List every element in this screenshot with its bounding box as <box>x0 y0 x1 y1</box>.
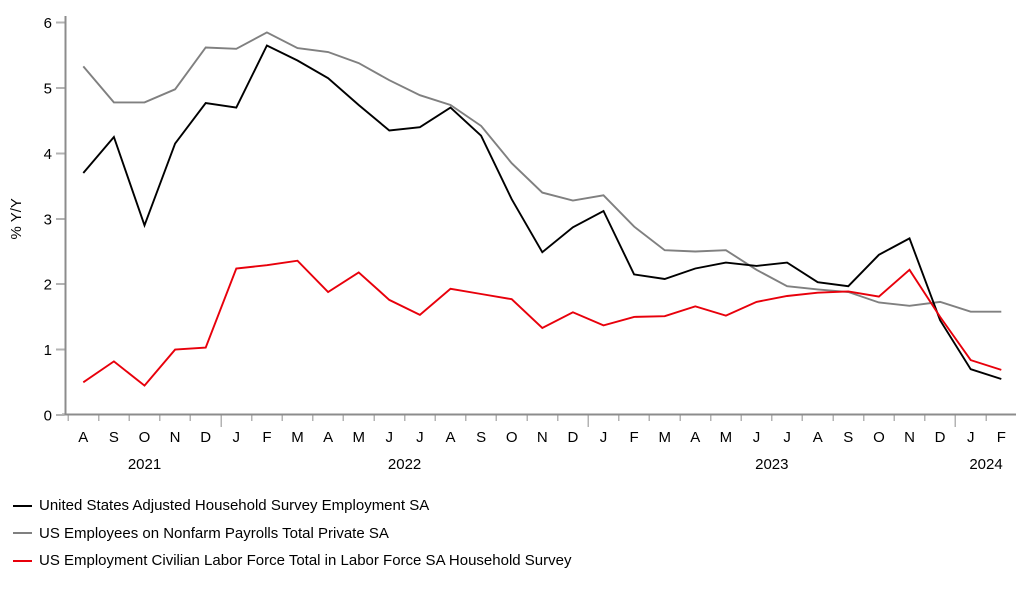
x-month-label: S <box>476 429 486 446</box>
line-chart: 0 1 2 3 4 5 6 A S O N D J F M A M J J A S O N D J F M A M J J A S O N D J F 20… <box>8 15 1016 473</box>
x-month-label: J <box>416 429 424 446</box>
x-month-label: J <box>783 429 791 446</box>
x-month-label: A <box>445 429 455 446</box>
legend: United States Adjusted Household Survey … <box>13 492 571 575</box>
x-year-label: 2021 <box>128 456 161 473</box>
x-month-label: S <box>109 429 119 446</box>
x-month-label: M <box>658 429 671 446</box>
x-month-label: F <box>997 429 1006 446</box>
legend-label: United States Adjusted Household Survey … <box>39 497 430 515</box>
x-month-label: J <box>233 429 241 446</box>
y-tick-label: 2 <box>44 277 52 294</box>
y-axis-title: % Y/Y <box>8 198 25 239</box>
y-tick-label: 3 <box>44 211 52 228</box>
x-month-label: O <box>506 429 518 446</box>
x-month-label: J <box>753 429 761 446</box>
x-month-label: O <box>139 429 151 446</box>
y-tick-label: 4 <box>44 146 52 163</box>
y-tick-label: 6 <box>44 15 52 32</box>
x-month-label: M <box>291 429 304 446</box>
y-tick-label: 1 <box>44 342 52 359</box>
legend-swatch-black-line <box>13 504 32 507</box>
x-month-label: A <box>323 429 333 446</box>
series-line-2 <box>82 259 1002 387</box>
y-tick-label: 0 <box>44 408 52 425</box>
x-month-label: F <box>262 429 271 446</box>
legend-item: United States Adjusted Household Survey … <box>13 492 571 520</box>
x-year-label: 2022 <box>388 456 421 473</box>
x-month-label: M <box>720 429 733 446</box>
x-year-label: 2023 <box>755 456 788 473</box>
x-month-label: J <box>386 429 394 446</box>
x-month-label: N <box>170 429 181 446</box>
x-month-label: A <box>78 429 88 446</box>
x-month-label: N <box>537 429 548 446</box>
legend-label: US Employment Civilian Labor Force Total… <box>39 552 572 570</box>
series-line-0 <box>82 44 1002 380</box>
x-month-label: M <box>352 429 365 446</box>
x-month-label: N <box>904 429 915 446</box>
x-month-label: A <box>813 429 823 446</box>
legend-swatch-red-line <box>13 559 32 562</box>
x-month-label: J <box>967 429 975 446</box>
x-month-label: F <box>630 429 639 446</box>
x-month-label: D <box>567 429 578 446</box>
x-month-label: J <box>600 429 608 446</box>
x-month-label: D <box>935 429 946 446</box>
legend-swatch-gray-line <box>13 532 32 535</box>
x-year-label: 2024 <box>969 456 1002 473</box>
x-month-label: A <box>690 429 700 446</box>
x-month-label: O <box>873 429 885 446</box>
legend-item: US Employees on Nonfarm Payrolls Total P… <box>13 520 571 548</box>
legend-label: US Employees on Nonfarm Payrolls Total P… <box>39 524 389 542</box>
legend-item: US Employment Civilian Labor Force Total… <box>13 547 571 575</box>
chart-canvas: 0 1 2 3 4 5 6 A S O N D J F M A M J J A S O N D J F M A M J J A S O N D J F 20… <box>8 15 1016 473</box>
x-month-label: S <box>843 429 853 446</box>
x-month-label: D <box>200 429 211 446</box>
y-tick-label: 5 <box>44 81 52 98</box>
